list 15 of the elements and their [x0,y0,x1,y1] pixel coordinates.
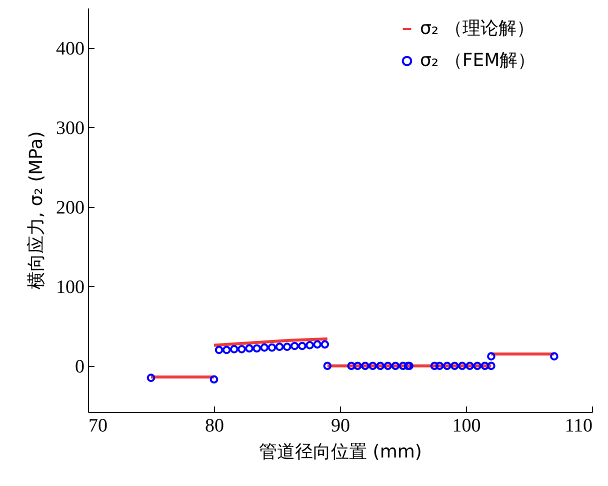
x-axis-title: 管道径向位置 (mm) [259,442,422,462]
x-tick-label: 110 [564,416,592,436]
y-tick-label: 300 [56,118,84,139]
y-tick-label: 200 [56,197,84,218]
x-tick-label: 100 [452,416,481,436]
y-tick-label: 400 [56,38,84,60]
x-tick-label: 70 [88,416,108,436]
y-tick-label: 0 [75,356,84,378]
y-axis-title: 横向应力, σ₂ (MPa) [26,131,47,290]
legend-label: σ₂ （FEM解） [420,50,536,71]
x-tick-label: 80 [205,416,224,436]
line-series [212,337,329,347]
legend-label: σ₂ （理论解） [420,18,534,39]
x-tick-label: 90 [331,416,350,436]
y-tick-label: 100 [56,276,84,298]
